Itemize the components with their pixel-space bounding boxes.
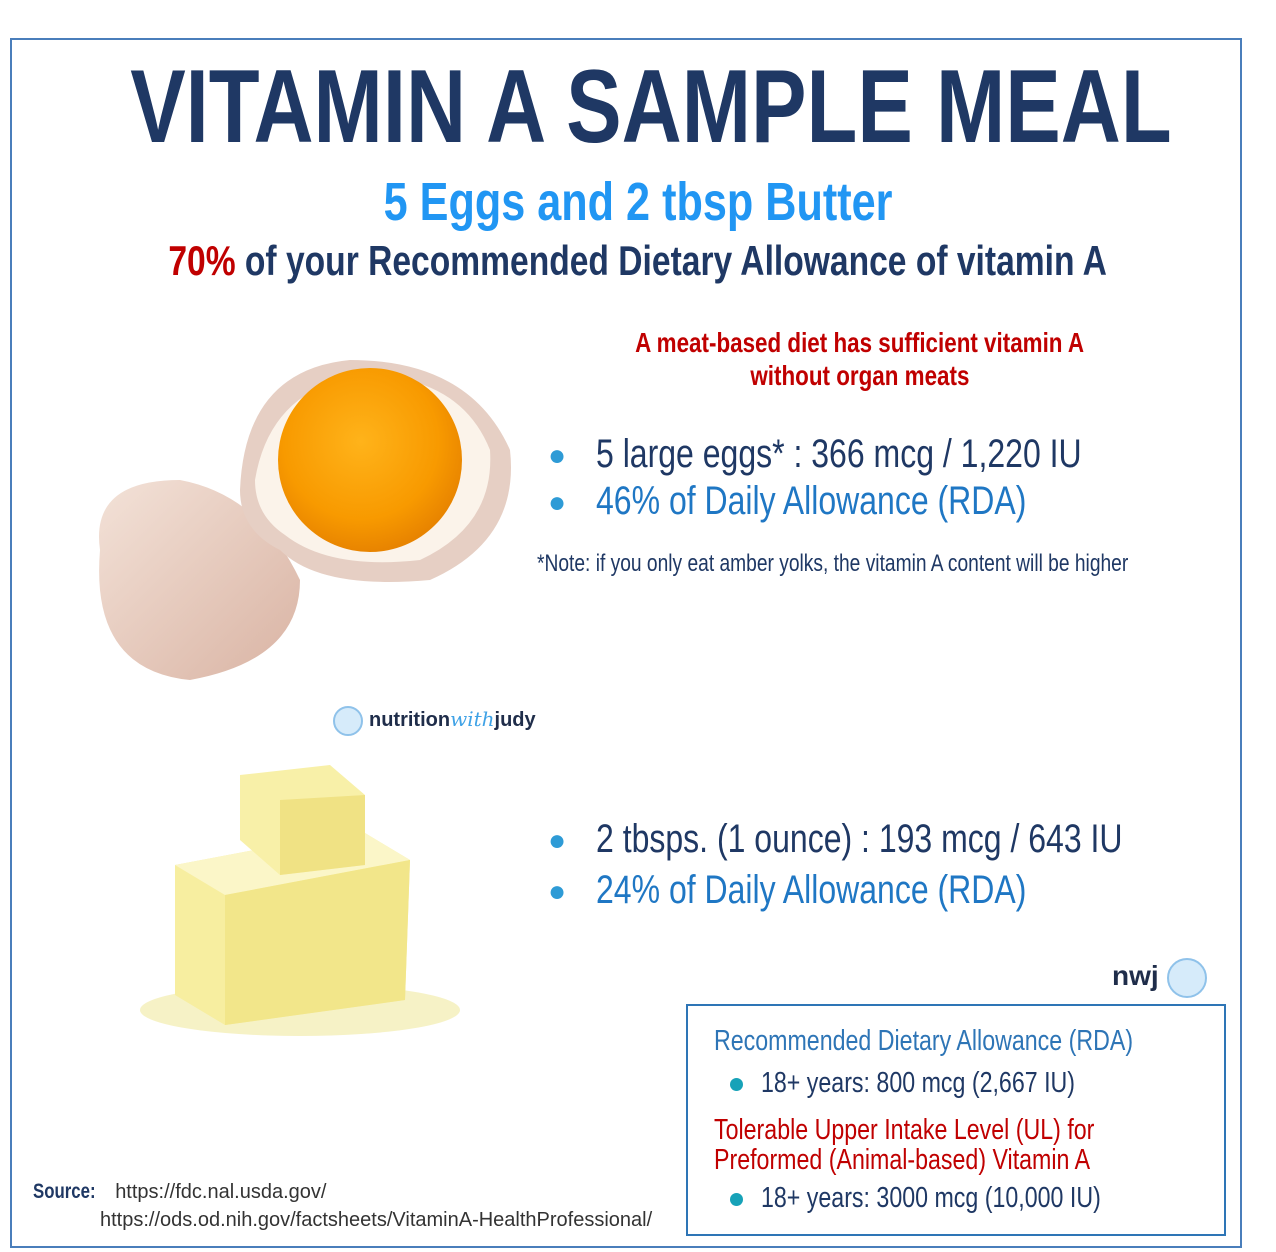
rda-bullet: 18+ years: 800 mcg (2,667 IU): [730, 1066, 1154, 1100]
logo-part: nutrition: [369, 709, 451, 731]
title-text: VITAMIN A SAMPLE MEAL: [130, 49, 1172, 165]
logo-part: with: [450, 707, 495, 731]
rda-heading-text: Recommended Dietary Allowance (RDA): [714, 1025, 1134, 1057]
source-label: Source:: [33, 1180, 96, 1203]
note-line: without organ meats: [540, 359, 1180, 392]
logo-short-text: nwj: [1112, 960, 1159, 991]
subtitle-text: 5 Eggs and 2 tbsp Butter: [383, 172, 893, 232]
egg-bullet-text: 5 large eggs* : 366 mcg / 1,220 IU: [596, 432, 1082, 476]
yolk: [278, 368, 462, 552]
butter-bullet-text: 2 tbsps. (1 ounce) : 193 mcg / 643 IU: [596, 817, 1123, 861]
logo-short: nwj: [1112, 956, 1207, 998]
info-box: [686, 1004, 1226, 1236]
subtitle: 5 Eggs and 2 tbsp Butter: [0, 172, 1276, 232]
footnote-text: *Note: if you only eat amber yolks, the …: [537, 550, 1129, 577]
ul-bullet: 18+ years: 3000 mcg (10,000 IU): [730, 1181, 1186, 1215]
headline-text: 70% of your Recommended Dietary Allowanc…: [169, 236, 1108, 286]
egg-image: [99, 360, 511, 680]
butter-bullet: ● 24% of Daily Allowance (RDA): [548, 868, 1027, 912]
rda-bullet-text: 18+ years: 800 mcg (2,667 IU): [761, 1067, 1076, 1099]
logo: nutritionwithjudy: [333, 702, 536, 736]
egg-bullet-text: 46% of Daily Allowance (RDA): [596, 479, 1027, 523]
footnote: *Note: if you only eat amber yolks, the …: [537, 550, 1276, 578]
ul-bullet-text: 18+ years: 3000 mcg (10,000 IU): [761, 1182, 1101, 1214]
rda-heading: Recommended Dietary Allowance (RDA): [714, 1024, 1238, 1058]
butter-bullet: ● 2 tbsps. (1 ounce) : 193 mcg / 643 IU: [548, 817, 1123, 861]
source-line: https://ods.od.nih.gov/factsheets/Vitami…: [100, 1207, 652, 1233]
ul-heading-text: Preformed (Animal-based) Vitamin A: [714, 1144, 1091, 1176]
butter-side: [225, 860, 410, 1025]
note-text: A meat-based diet has sufficient vitamin…: [635, 327, 1085, 358]
ul-heading: Preformed (Animal-based) Vitamin A: [714, 1143, 1184, 1177]
note-line: A meat-based diet has sufficient vitamin…: [540, 326, 1180, 359]
note-text: without organ meats: [750, 360, 970, 391]
ul-heading: Tolerable Upper Intake Level (UL) for: [714, 1113, 1190, 1147]
headline-rest: of your Recommended Dietary Allowance of…: [245, 237, 1108, 284]
headline: 70% of your Recommended Dietary Allowanc…: [0, 236, 1276, 286]
source-url: https://fdc.nal.usda.gov/: [115, 1181, 327, 1203]
source: Source: https://fdc.nal.usda.gov/: [33, 1179, 326, 1205]
source-url: https://ods.od.nih.gov/factsheets/Vitami…: [100, 1209, 653, 1231]
butter-slice-side: [280, 795, 365, 875]
title: VITAMIN A SAMPLE MEAL: [0, 52, 1276, 162]
butter-image: [140, 765, 460, 1036]
egg-bullet: ● 5 large eggs* : 366 mcg / 1,220 IU: [548, 432, 1082, 476]
shell-piece: [99, 480, 300, 680]
logo-part: judy: [494, 709, 536, 731]
ul-heading-text: Tolerable Upper Intake Level (UL) for: [714, 1114, 1095, 1146]
headline-percent: 70%: [168, 237, 236, 284]
frame: [10, 38, 1242, 1248]
egg-bullet: ● 46% of Daily Allowance (RDA): [548, 479, 1027, 523]
butter-bullet-text: 24% of Daily Allowance (RDA): [596, 868, 1027, 912]
